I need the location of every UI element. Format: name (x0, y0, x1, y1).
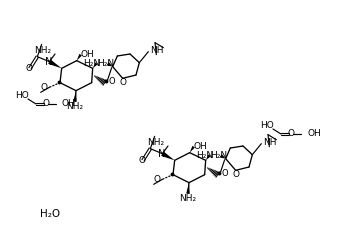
Text: H₂N: H₂N (97, 59, 114, 68)
Text: OH: OH (62, 99, 76, 108)
Polygon shape (186, 183, 190, 194)
Polygon shape (48, 60, 62, 68)
Text: HO: HO (260, 121, 274, 130)
Text: O: O (40, 83, 47, 92)
Text: OH: OH (194, 142, 207, 151)
Polygon shape (206, 154, 211, 160)
Text: NH: NH (263, 138, 277, 147)
Text: NH₂: NH₂ (34, 46, 51, 55)
Text: N: N (45, 57, 52, 67)
Text: O: O (138, 156, 146, 165)
Text: O: O (222, 169, 228, 178)
Text: O: O (288, 129, 294, 138)
Polygon shape (93, 62, 98, 68)
Text: O: O (232, 170, 239, 179)
Text: N: N (158, 149, 165, 159)
Text: O: O (43, 99, 50, 108)
Polygon shape (219, 154, 226, 159)
Text: NH₂: NH₂ (147, 138, 164, 147)
Text: H₂N: H₂N (197, 151, 214, 160)
Text: NH₂: NH₂ (179, 194, 197, 203)
Text: H₂N: H₂N (210, 151, 227, 160)
Text: H₂O: H₂O (40, 209, 60, 219)
Polygon shape (77, 54, 82, 61)
Text: HO: HO (15, 91, 29, 100)
Text: OH: OH (307, 129, 321, 138)
Text: OH: OH (81, 50, 94, 59)
Polygon shape (107, 62, 113, 67)
Text: O: O (109, 77, 115, 86)
Text: O: O (153, 175, 160, 184)
Text: H₂N: H₂N (84, 59, 101, 68)
Text: NH: NH (150, 46, 164, 55)
Polygon shape (190, 146, 195, 153)
Text: O: O (119, 78, 126, 87)
Text: NH₂: NH₂ (67, 102, 84, 111)
Polygon shape (161, 151, 175, 160)
Text: O: O (25, 64, 32, 73)
Polygon shape (73, 91, 77, 102)
